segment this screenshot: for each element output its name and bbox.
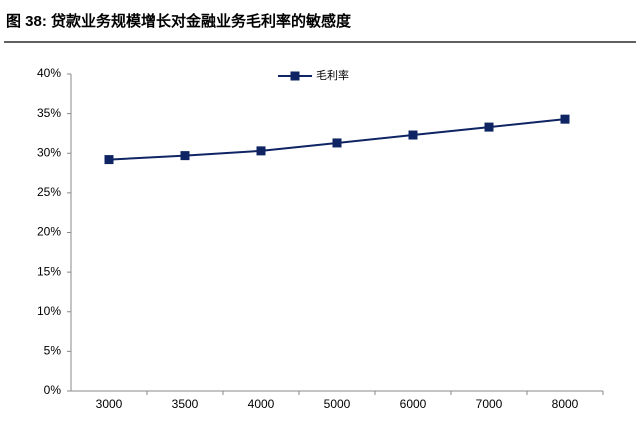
point-marker [560, 114, 570, 124]
x-tick-label: 3000 [96, 397, 123, 411]
y-tick-label: 5% [44, 344, 62, 358]
y-tick-label: 10% [37, 304, 61, 318]
legend-marker [290, 71, 300, 81]
x-tick-label: 4000 [248, 397, 275, 411]
y-tick-label: 35% [37, 106, 61, 120]
x-tick-label: 6000 [400, 397, 427, 411]
point-marker [484, 122, 494, 132]
y-tick-label: 0% [44, 383, 62, 397]
point-marker [256, 146, 266, 156]
x-tick-label: 5000 [324, 397, 351, 411]
y-tick-label: 40% [37, 66, 61, 80]
x-tick-label: 8000 [552, 397, 579, 411]
y-tick-label: 15% [37, 264, 61, 278]
point-marker [180, 151, 190, 161]
legend-label: 毛利率 [316, 68, 349, 82]
y-tick-label: 20% [37, 225, 61, 239]
y-tick-label: 25% [37, 185, 61, 199]
point-marker [104, 155, 114, 165]
point-marker [408, 130, 418, 140]
chart-title: 图 38: 贷款业务规模增长对金融业务毛利率的敏感度 [6, 12, 352, 30]
x-tick-label: 7000 [476, 397, 503, 411]
y-tick-label: 30% [37, 145, 61, 159]
x-tick-label: 3500 [172, 397, 199, 411]
point-marker [332, 138, 342, 148]
